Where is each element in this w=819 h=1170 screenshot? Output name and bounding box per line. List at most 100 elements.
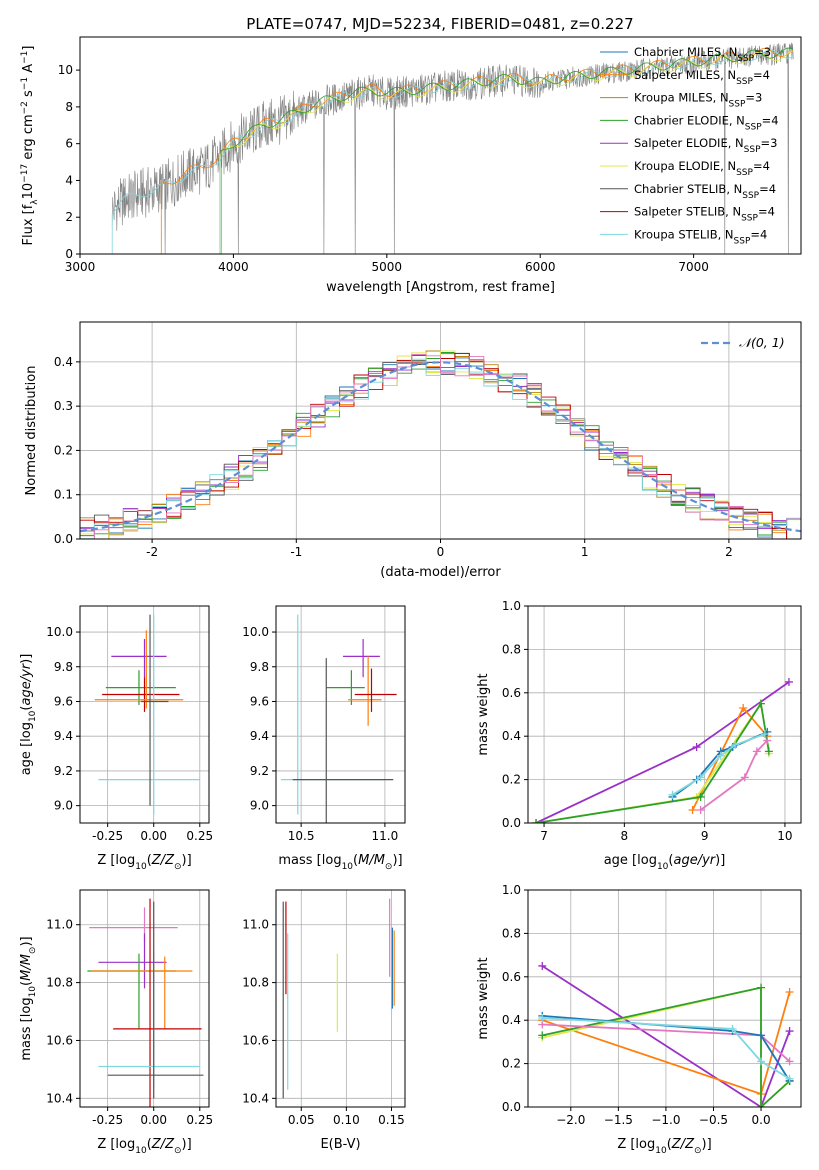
x-axis-label: wavelength [Angstrom, rest frame] [326,280,555,295]
y-tick-label: 10.6 [242,1033,269,1047]
label-part: ⊙ [28,947,38,955]
x-tick-label: 0.05 [288,1113,315,1127]
label-part: 10 [655,1146,667,1156]
y-tick-label: 11.0 [242,918,269,932]
legend-entry: Salpeter MILES, NSSP=4 [634,68,770,87]
label-part: ⊙ [385,862,393,872]
label-part: M/M [358,853,385,868]
y-tick-label: 2 [65,210,73,224]
x-axis-label: Z [log10(Z/Z⊙)] [97,1137,191,1156]
label-part: s [21,90,36,101]
legend-entry: 𝒩(0, 1) [739,335,785,350]
label-part: Z/Z [151,1137,175,1152]
label-part: age [log [604,853,657,868]
y-tick-label: 10 [58,63,73,77]
x-tick-label: −1.0 [651,1113,680,1127]
legend-entry: Salpeter ELODIE, NSSP=3 [634,136,777,155]
x-axis-label: Z [log10(Z/Z⊙)] [617,1137,711,1156]
ssp-marker [740,773,749,782]
y-tick-label: 0.2 [502,1057,521,1071]
label-part: Z/Z [151,853,175,868]
ssp-marker [538,1031,547,1040]
label-part: Z [log [617,1137,655,1152]
label-part: wavelength [Angstrom, rest frame] [326,280,555,295]
label-part: SSP [741,214,758,224]
x-axis-label: (data-model)/error [380,565,501,580]
x-tick-label: 10 [777,829,792,843]
ssp-marker [757,1057,766,1066]
x-axis-label: age [log10(age/yr)] [604,853,726,872]
x-tick-label: 8 [621,829,629,843]
x-axis-label: Z [log10(Z/Z⊙)] [97,853,191,872]
y-tick-label: 10.6 [46,1033,73,1047]
y-tick-label: 10.0 [242,625,269,639]
label-part: E(B-V) [320,1137,360,1152]
label-part: mass weight [476,957,491,1039]
axes-frame [275,889,406,1108]
ssp-marker [785,1057,794,1066]
y-tick-label: 9.6 [54,694,73,708]
label-part: −1 [20,77,30,90]
label-part: A [21,64,36,77]
plot-area [87,898,204,1107]
label-part: SSP [729,100,746,110]
ssp-marker [757,1031,766,1040]
label-part: age/yr [673,853,716,868]
ssp-marker [757,983,766,992]
label-part: 10 [135,862,147,872]
gaussian-reference-curve [80,361,801,533]
y-tick-label: 9.8 [250,660,269,674]
mass-weight-line [542,986,791,1107]
y-tick-label: 11.0 [46,918,73,932]
y-axis-label: mass weight [476,957,491,1039]
label-part: Chabrier ELODIE, N [634,113,745,127]
x-axis-label: mass [log10(M/M⊙)] [278,853,402,872]
plot-area [94,614,200,815]
ssp-marker [532,819,541,823]
y-tick-label: 6 [65,137,73,151]
label-part: erg cm [21,114,36,163]
label-part: ( [667,1137,672,1152]
label-part: =4 [758,205,775,219]
y-tick-label: 0.0 [502,1100,521,1114]
x-tick-label: 9 [701,829,709,843]
ssp-marker [784,677,793,686]
plot-area [80,350,801,539]
label-part: age/yr [19,662,34,705]
label-part: )] [19,936,34,946]
ssp-marker [696,773,705,782]
y-tick-label: 8 [65,100,73,114]
axes-frame [79,889,210,1108]
label-part: ⊙ [174,1146,182,1156]
label-part: Z [log [97,1137,135,1152]
ssp-marker [756,699,765,708]
x-tick-label: 0.25 [186,829,213,843]
y-axis-label: Normed distribution [24,366,39,496]
ssp-marker [538,1014,547,1023]
ssp-marker [785,1074,794,1083]
y-tick-label: 0.6 [502,686,521,700]
axes-frame [79,605,210,824]
label-part: M/M [19,954,34,981]
x-tick-label: 7000 [678,260,709,274]
label-part: SSP [744,145,761,155]
legend-entry: Chabrier STELIB, NSSP=4 [634,182,776,201]
x-tick-label: 0.15 [378,1113,405,1127]
ssp-marker [668,790,677,799]
ssp-marker [760,730,769,739]
ssp-marker [728,1024,737,1033]
y-tick-label: 0.4 [502,729,521,743]
y-tick-label: 10.4 [242,1091,269,1105]
label-part: Salpeter MILES, N [634,68,736,82]
label-part: =4 [753,68,770,82]
label-part: SSP [734,236,751,246]
label-part: −1 [20,51,30,64]
label-part: =3 [761,136,778,150]
label-part: =3 [745,91,762,105]
ssp-marker [785,987,794,996]
plot-area [281,614,397,823]
histogram-steps [80,354,801,539]
y-axis-label: mass [log10(M/M⊙)] [19,936,38,1060]
